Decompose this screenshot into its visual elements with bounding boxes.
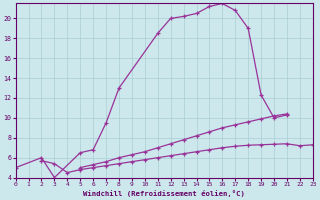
X-axis label: Windchill (Refroidissement éolien,°C): Windchill (Refroidissement éolien,°C) (83, 190, 245, 197)
